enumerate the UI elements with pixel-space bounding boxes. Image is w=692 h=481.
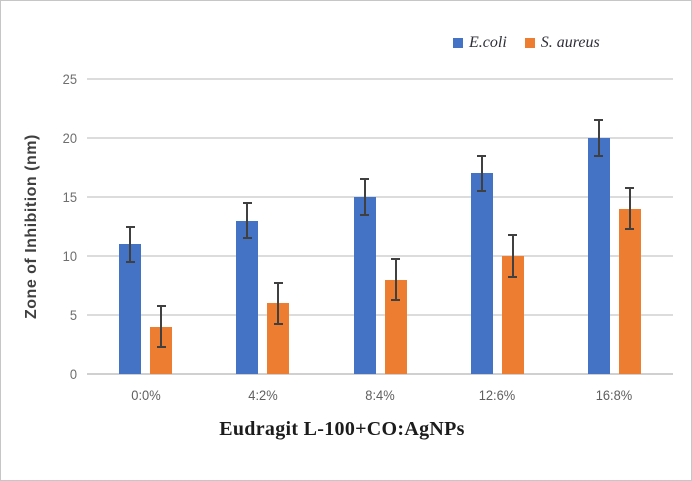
gridline — [87, 314, 673, 316]
error-bar — [246, 202, 249, 239]
error-bar — [277, 282, 280, 324]
bar-ecoli-12:6% — [470, 173, 493, 374]
error-bar-cap — [594, 119, 604, 122]
gridline — [87, 255, 673, 257]
bar-ecoli-8:4% — [353, 197, 376, 374]
error-bar-cap — [477, 190, 487, 193]
error-bar-cap — [273, 322, 283, 325]
error-bar — [628, 188, 631, 230]
error-bar-cap — [625, 228, 635, 231]
y-tick-label: 20 — [62, 130, 77, 146]
bar-saureus-4:2% — [267, 303, 290, 374]
x-category-label: 8:4% — [365, 387, 395, 403]
error-bar-cap — [391, 299, 400, 302]
x-category-label: 4:2% — [248, 387, 278, 403]
legend-label-saureus: S. aureus — [540, 34, 600, 51]
y-tick-label: 5 — [69, 307, 77, 323]
error-bar-cap — [156, 346, 166, 349]
y-tick-label: 10 — [62, 248, 77, 264]
bar-ecoli-4:2% — [236, 220, 259, 374]
error-bar-cap — [477, 154, 487, 157]
bar-ecoli-16:8% — [587, 138, 610, 374]
error-bar-cap — [125, 260, 135, 263]
y-tick-label: 15 — [62, 189, 77, 205]
error-bar-cap — [625, 187, 635, 190]
error-bar — [160, 306, 163, 348]
gridline — [87, 78, 673, 80]
bar-saureus-16:8% — [618, 208, 641, 374]
legend-marker-ecoli-icon — [453, 38, 463, 48]
y-tick-label: 0 — [69, 366, 77, 382]
x-axis-title: Eudragit L-100+CO:AgNPs — [219, 418, 465, 440]
bar-saureus-12:6% — [501, 256, 524, 374]
error-bar-cap — [508, 275, 518, 278]
gridline — [87, 137, 673, 139]
error-bar-cap — [273, 281, 283, 284]
error-bar — [511, 235, 514, 277]
legend: E.coli S. aureus — [453, 34, 600, 52]
y-tick-label: 25 — [62, 71, 77, 87]
bar-saureus-8:4% — [384, 279, 407, 374]
x-category-label: 16:8% — [596, 387, 633, 403]
legend-item-ecoli: E.coli — [453, 34, 507, 52]
error-bar-cap — [594, 154, 604, 157]
error-bar-cap — [156, 305, 166, 308]
bar-ecoli-0:0% — [119, 244, 142, 374]
plot-area — [87, 78, 673, 375]
x-axis-line — [87, 373, 673, 375]
error-bar-cap — [242, 201, 252, 204]
error-bar-cap — [360, 213, 369, 216]
error-bar-cap — [242, 237, 252, 240]
legend-label-ecoli: E.coli — [469, 34, 507, 51]
x-category-label: 0:0% — [130, 387, 161, 403]
bar-saureus-0:0% — [150, 326, 173, 374]
error-bar — [597, 120, 600, 156]
legend-item-saureus: S. aureus — [524, 34, 600, 52]
error-bar — [394, 258, 397, 301]
y-axis-title: Zone of Inhibition (nm) — [23, 134, 40, 319]
error-bar — [363, 179, 366, 215]
gridline — [87, 196, 673, 198]
error-bar-cap — [360, 178, 369, 181]
x-category-label: 12:6% — [478, 387, 516, 403]
error-bar — [129, 226, 132, 262]
legend-marker-saureus-icon — [524, 38, 535, 48]
error-bar-cap — [391, 257, 400, 260]
error-bar — [480, 155, 483, 192]
error-bar-cap — [508, 234, 518, 237]
error-bar-cap — [125, 225, 135, 228]
